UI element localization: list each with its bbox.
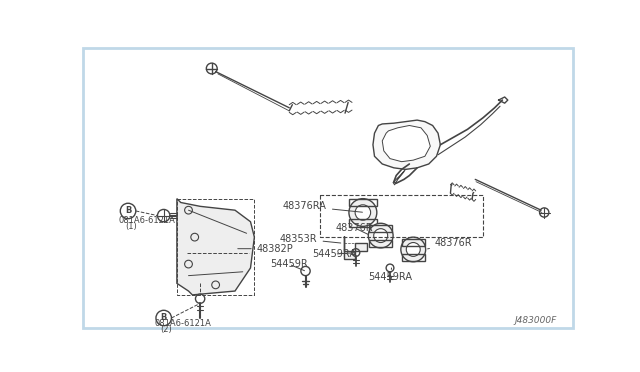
Circle shape [195,294,205,303]
Polygon shape [344,235,367,259]
Text: B: B [161,314,167,323]
Circle shape [406,243,420,256]
Text: 081A6-6121A: 081A6-6121A [154,319,211,328]
Text: 48353R: 48353R [280,234,340,244]
Circle shape [374,229,388,243]
Circle shape [157,209,170,222]
Text: 48376RA: 48376RA [283,201,362,212]
Text: 48376R: 48376R [336,223,373,234]
Bar [369,225,392,232]
Bar [402,239,425,246]
Text: 54459RA: 54459RA [312,249,356,259]
Text: 48376R: 48376R [428,238,472,249]
Text: (2): (2) [161,325,172,334]
Circle shape [540,208,549,217]
Bar [349,199,377,206]
Polygon shape [373,120,440,169]
Circle shape [355,205,371,220]
Text: 48382P: 48382P [238,244,294,254]
Circle shape [401,237,426,262]
Bar [349,219,377,227]
Text: 54459RA: 54459RA [368,268,412,282]
Circle shape [349,199,377,226]
Circle shape [368,223,393,248]
Text: 54459R: 54459R [270,259,308,271]
Text: B: B [125,206,131,215]
Polygon shape [177,199,254,295]
Text: (1): (1) [125,222,137,231]
Bar [369,240,392,247]
Text: 081A6-6121A: 081A6-6121A [119,216,175,225]
Bar [402,254,425,261]
Polygon shape [382,125,430,162]
Circle shape [206,63,217,74]
Text: J483000F: J483000F [515,316,557,325]
